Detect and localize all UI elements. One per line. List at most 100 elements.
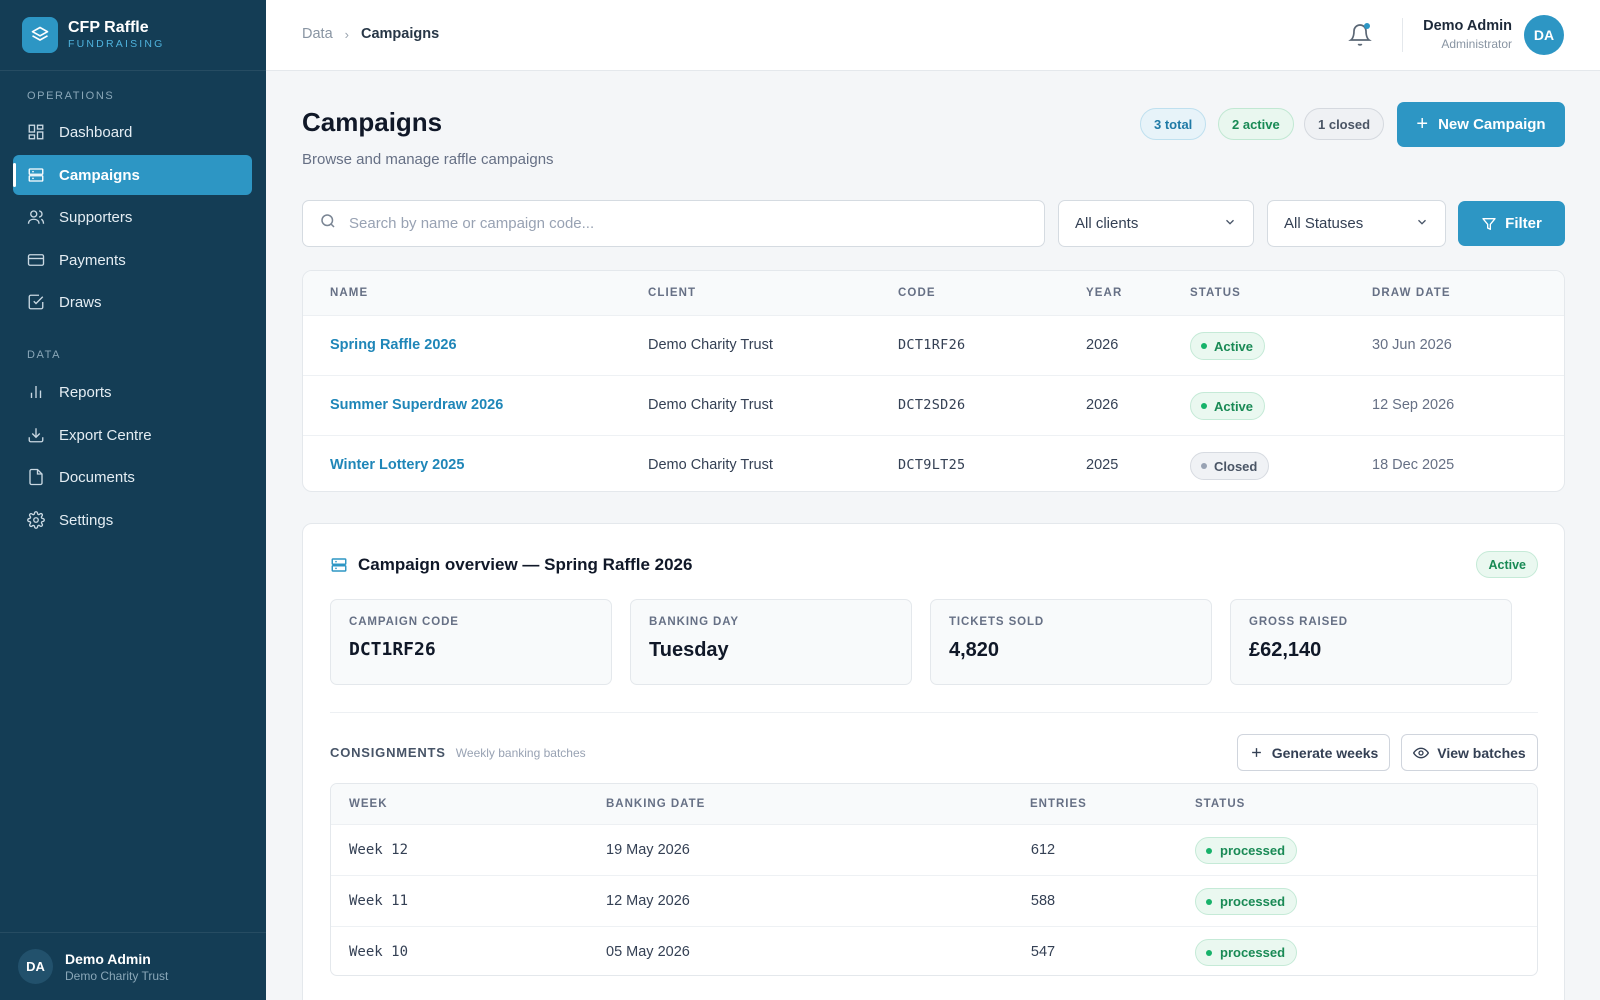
column-header-code[interactable]: CODE: [898, 287, 936, 299]
banking-date: 05 May 2026: [606, 944, 690, 960]
sidebar-item-label: Export Centre: [59, 426, 152, 444]
new-campaign-button[interactable]: + New Campaign: [1397, 102, 1565, 147]
consignments-heading: CONSIGNMENTS: [330, 745, 446, 760]
gear-icon: [27, 511, 45, 529]
column-header-client[interactable]: CLIENT: [648, 287, 697, 299]
stat-gross-raised: GROSS RAISED £62,140: [1230, 599, 1512, 685]
search-input[interactable]: [349, 215, 999, 232]
column-header-year[interactable]: YEAR: [1086, 287, 1123, 299]
brand[interactable]: CFP Raffle FUNDRAISING: [0, 0, 266, 71]
sidebar-item-label: Campaigns: [59, 166, 140, 184]
status-select[interactable]: All Statuses: [1267, 200, 1446, 247]
table-row[interactable]: Week 12 19 May 2026 612 processed: [331, 825, 1537, 876]
filter-button[interactable]: Filter: [1458, 201, 1565, 246]
column-header-banking-date[interactable]: BANKING DATE: [606, 798, 706, 810]
campaign-draw-date: 30 Jun 2026: [1372, 337, 1452, 353]
campaign-year: 2026: [1086, 397, 1119, 413]
campaign-client: Demo Charity Trust: [648, 457, 773, 473]
banking-date: 12 May 2026: [606, 893, 690, 909]
sidebar-item-campaigns[interactable]: Campaigns: [13, 155, 252, 195]
status-badge: Active: [1190, 392, 1266, 420]
breadcrumb-parent[interactable]: Data: [302, 26, 333, 42]
sidebar-item-documents[interactable]: Documents: [13, 457, 252, 497]
stat-tickets-sold: TICKETS SOLD 4,820: [930, 599, 1212, 685]
page-title: Campaigns: [302, 107, 443, 137]
avatar[interactable]: DA: [1524, 15, 1564, 55]
sidebar-item-supporters[interactable]: Supporters: [13, 197, 252, 237]
sidebar-item-settings[interactable]: Settings: [13, 500, 252, 540]
sidebar-user[interactable]: DA Demo Admin Demo Charity Trust: [0, 932, 266, 1000]
notification-dot: [1364, 23, 1370, 29]
column-header-status[interactable]: STATUS: [1195, 798, 1246, 810]
bell-icon[interactable]: [1348, 23, 1372, 47]
campaign-name-link[interactable]: Spring Raffle 2026: [330, 337, 457, 353]
layout-icon: [331, 558, 347, 572]
sidebar-item-payments[interactable]: Payments: [13, 240, 252, 280]
overview-title: Campaign overview — Spring Raffle 2026: [358, 555, 693, 574]
week-label: Week 12: [349, 842, 409, 858]
grid-icon: [27, 123, 45, 141]
sidebar-item-dashboard[interactable]: Dashboard: [13, 112, 252, 152]
consignments-table: WEEK BANKING DATE ENTRIES STATUS Week 12…: [330, 783, 1538, 976]
plus-icon: [1251, 748, 1261, 757]
divider: [330, 712, 1538, 713]
table-row[interactable]: Week 11 12 May 2026 588 processed: [331, 876, 1537, 927]
campaigns-table: NAME CLIENT CODE YEAR STATUS DRAW DATE S…: [302, 270, 1565, 492]
column-header-entries[interactable]: ENTRIES: [1030, 798, 1087, 810]
campaign-year: 2025: [1086, 457, 1119, 473]
count-badge-total: 3 total: [1140, 108, 1207, 140]
table-row[interactable]: Week 10 05 May 2026 547 processed: [331, 927, 1537, 975]
column-header-week[interactable]: WEEK: [349, 798, 388, 810]
column-header-draw-date[interactable]: DRAW DATE: [1372, 287, 1451, 299]
stat-value: 4,820: [949, 639, 1000, 661]
generate-weeks-button[interactable]: Generate weeks: [1237, 734, 1390, 771]
check-square-icon: [27, 293, 45, 311]
new-campaign-label: New Campaign: [1438, 116, 1546, 133]
sidebar-item-export-centre[interactable]: Export Centre: [13, 415, 252, 455]
sidebar-item-label: Reports: [59, 383, 112, 401]
status-badge: processed: [1195, 939, 1298, 966]
breadcrumb-current: Campaigns: [360, 26, 440, 42]
status-badge: processed: [1195, 888, 1298, 915]
search-box: [302, 200, 1045, 247]
sidebar-item-label: Dashboard: [59, 123, 133, 141]
view-batches-label: View batches: [1437, 744, 1526, 761]
sidebar-item-label: Supporters: [59, 208, 133, 226]
sidebar-item-reports[interactable]: Reports: [13, 372, 252, 412]
bar-chart-icon: [27, 383, 45, 401]
table-header: NAME CLIENT CODE YEAR STATUS DRAW DATE: [303, 271, 1564, 316]
sidebar-item-draws[interactable]: Draws: [13, 282, 252, 322]
status-badge: Closed: [1190, 452, 1270, 480]
table-row[interactable]: Summer Superdraw 2026 Demo Charity Trust…: [303, 376, 1564, 436]
client-select[interactable]: All clients: [1058, 200, 1254, 247]
top-user-name: Demo Admin: [1423, 18, 1512, 34]
sidebar-user-org: Demo Charity Trust: [65, 968, 169, 983]
table-row[interactable]: Winter Lottery 2025 Demo Charity Trust D…: [303, 436, 1564, 491]
sidebar-item-label: Documents: [59, 468, 135, 486]
top-user[interactable]: Demo Admin Administrator: [1423, 18, 1512, 51]
eye-icon: [1413, 747, 1430, 758]
stat-value: DCT1RF26: [349, 639, 436, 660]
plus-icon: +: [1416, 113, 1429, 135]
consignments-subtitle: Weekly banking batches: [455, 746, 586, 760]
users-icon: [27, 208, 45, 226]
entries-count: 547: [1030, 944, 1056, 960]
sidebar-item-label: Payments: [59, 251, 126, 269]
campaign-name-link[interactable]: Summer Superdraw 2026: [330, 397, 504, 413]
sidebar-user-name: Demo Admin: [65, 950, 151, 967]
layout-icon: [27, 166, 45, 184]
status-badge: processed: [1195, 837, 1298, 864]
filter-label: Filter: [1505, 215, 1542, 232]
campaign-draw-date: 18 Dec 2025: [1372, 457, 1455, 473]
campaign-name-link[interactable]: Winter Lottery 2025: [330, 457, 465, 473]
sidebar-item-label: Settings: [59, 511, 114, 529]
column-header-name[interactable]: NAME: [330, 287, 369, 299]
page-subtitle: Browse and manage raffle campaigns: [302, 151, 554, 168]
funnel-icon: [1482, 217, 1496, 230]
table-row[interactable]: Spring Raffle 2026 Demo Charity Trust DC…: [303, 316, 1564, 376]
column-header-status[interactable]: STATUS: [1190, 287, 1241, 299]
week-label: Week 11: [349, 893, 409, 909]
view-batches-button[interactable]: View batches: [1401, 734, 1538, 771]
download-icon: [27, 426, 45, 444]
top-user-role: Administrator: [1441, 37, 1512, 51]
